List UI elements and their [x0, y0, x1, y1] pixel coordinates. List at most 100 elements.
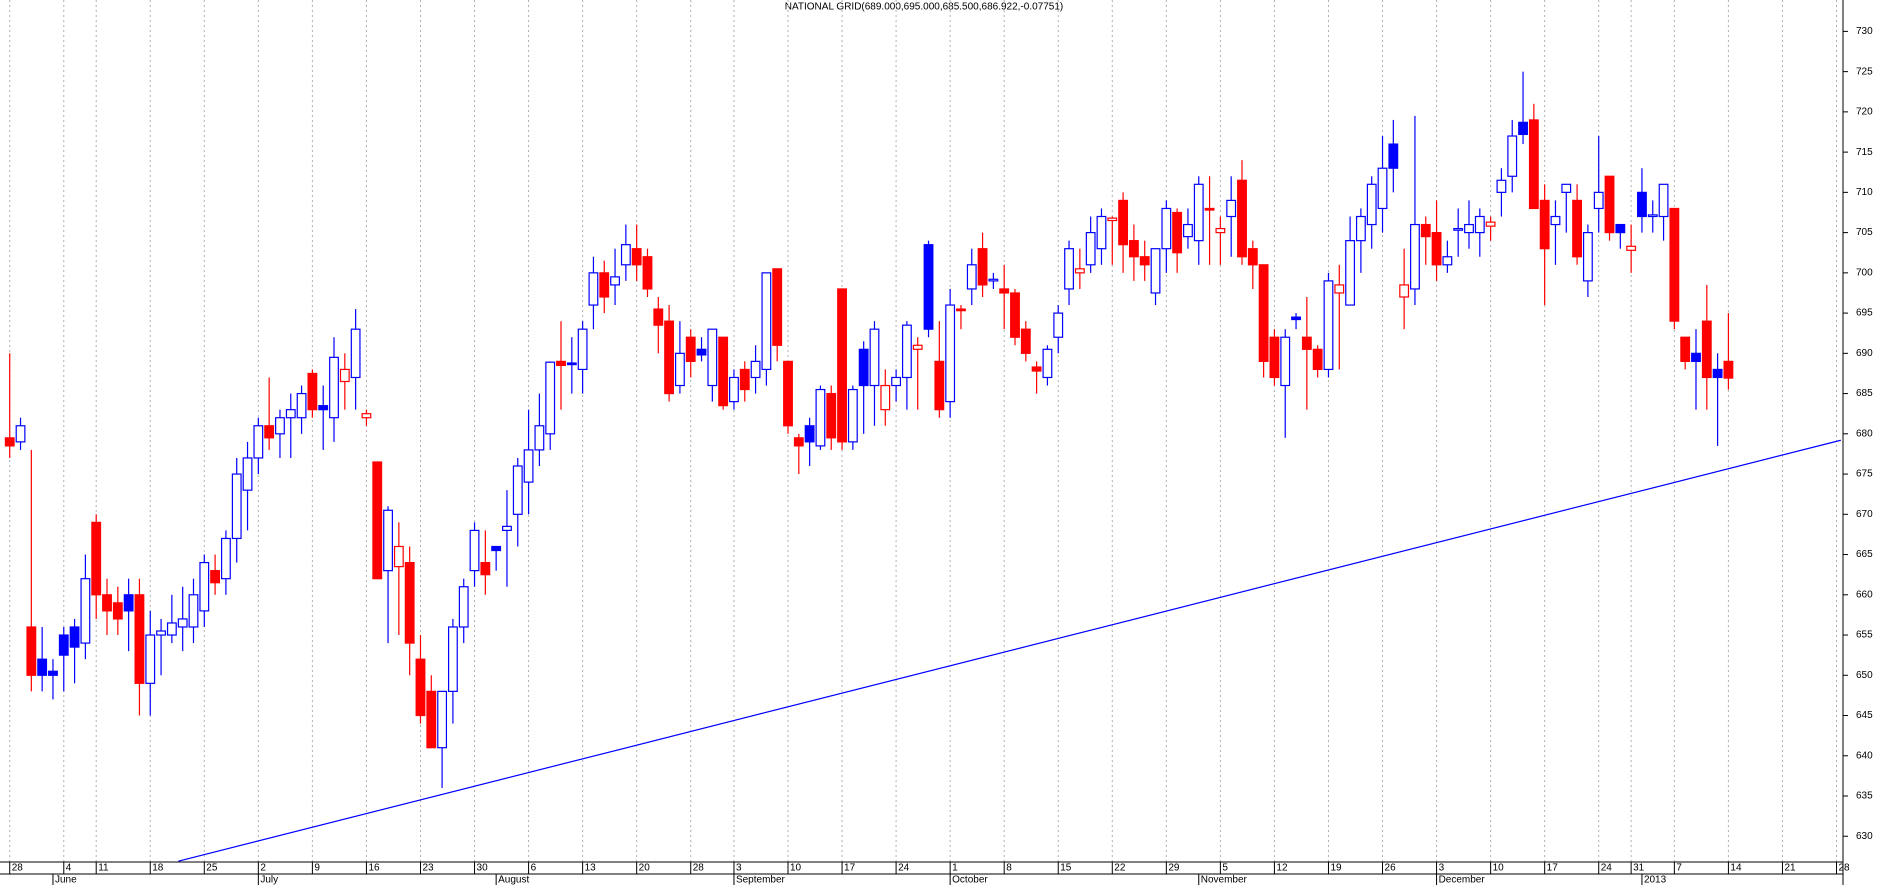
x-tick-label: 14 — [1730, 863, 1742, 874]
x-tick-label: 13 — [585, 863, 597, 874]
candle-body — [1107, 217, 1118, 222]
candle-body — [988, 278, 999, 282]
candle-body — [458, 586, 469, 628]
candle-body — [393, 545, 404, 568]
candle-body — [1226, 199, 1237, 218]
candle-body — [1561, 183, 1572, 193]
candle-body — [123, 594, 134, 612]
x-tick-label: 10 — [1493, 863, 1505, 874]
candle-body — [231, 473, 242, 540]
candle-body — [1010, 292, 1020, 338]
x-tick-label: 4 — [66, 863, 72, 874]
candle-body — [610, 276, 620, 286]
x-tick-label: 17 — [1547, 863, 1559, 874]
y-tick-label: 725 — [1856, 66, 1873, 77]
candle-body — [1637, 191, 1647, 218]
y-tick-label: 670 — [1856, 509, 1873, 520]
candle-body — [1464, 223, 1474, 234]
candle-body — [253, 425, 264, 459]
candle-body — [1431, 232, 1442, 266]
month-label: July — [260, 875, 278, 885]
candle-body — [1626, 245, 1637, 251]
candle-body — [1172, 211, 1183, 254]
y-tick-label: 720 — [1856, 107, 1873, 118]
candle-body — [1301, 336, 1312, 350]
x-tick-label: 19 — [1330, 863, 1342, 874]
candle-body — [1507, 135, 1518, 177]
x-tick-label: 9 — [314, 863, 320, 874]
month-label: June — [55, 875, 77, 885]
candle-body — [534, 425, 545, 451]
x-tick-label: 3 — [736, 863, 742, 874]
candle-body — [664, 320, 675, 395]
candle-body — [1020, 328, 1031, 354]
candle-body — [912, 344, 923, 350]
candle-body — [1334, 284, 1345, 294]
candle-body — [1539, 199, 1550, 250]
y-tick-label: 640 — [1856, 750, 1873, 761]
month-label: 2013 — [1644, 875, 1667, 885]
candle-body — [469, 529, 480, 572]
candle-body — [91, 521, 102, 596]
candle-body — [1647, 214, 1658, 218]
candle-body — [1053, 312, 1064, 338]
y-tick-label: 730 — [1856, 26, 1873, 37]
candle-body — [112, 602, 123, 620]
candle-body — [793, 437, 804, 447]
candle-body — [275, 417, 285, 435]
y-tick-label: 690 — [1856, 348, 1873, 359]
candle-body — [1615, 223, 1626, 234]
candle-body — [199, 561, 210, 612]
candle-body — [307, 372, 318, 411]
x-tick-label: 18 — [152, 863, 164, 874]
y-tick-label: 635 — [1856, 791, 1873, 802]
candle-body — [1572, 199, 1583, 258]
candle-body — [837, 288, 847, 443]
candle-body — [1366, 183, 1377, 226]
candle-body — [404, 561, 415, 644]
x-tick-label: 20 — [639, 863, 651, 874]
y-tick-label: 665 — [1856, 549, 1873, 560]
candle-body — [188, 594, 199, 628]
x-tick-label: 28 — [12, 863, 24, 874]
candle-body — [869, 328, 880, 387]
candle-body — [1204, 207, 1215, 211]
x-tick-label: 24 — [898, 863, 910, 874]
candle-body — [815, 388, 826, 447]
candle-body — [264, 425, 275, 439]
candle-body — [1323, 280, 1334, 371]
candle-body — [577, 328, 588, 371]
candle-body — [880, 384, 891, 411]
candle-body — [37, 658, 48, 676]
x-tick-label: 29 — [1168, 863, 1180, 874]
y-tick-label: 645 — [1856, 710, 1873, 721]
x-tick-label: 28 — [693, 863, 705, 874]
candle-body — [707, 328, 718, 387]
candle-body — [15, 425, 26, 443]
candle-body — [58, 634, 69, 656]
candle-body — [1291, 316, 1301, 321]
candle-body — [210, 570, 221, 584]
candle-body — [729, 376, 739, 403]
y-tick-label: 650 — [1856, 670, 1873, 681]
candle-body — [588, 272, 599, 306]
candle-body — [447, 626, 458, 692]
candle-body — [1701, 320, 1712, 379]
candle-body — [318, 405, 329, 411]
candle-body — [956, 308, 966, 312]
candle-body — [220, 537, 231, 580]
candle-body — [783, 360, 793, 427]
candle-body — [1658, 183, 1669, 218]
y-tick-label: 685 — [1856, 388, 1873, 399]
candle-body — [69, 626, 80, 648]
candle-body — [372, 461, 383, 580]
y-tick-label: 680 — [1856, 428, 1873, 439]
candle-body — [1518, 121, 1528, 136]
candle-body — [350, 328, 361, 379]
y-tick-label: 695 — [1856, 308, 1873, 319]
candle-body — [750, 360, 761, 379]
x-tick-label: 23 — [422, 863, 434, 874]
